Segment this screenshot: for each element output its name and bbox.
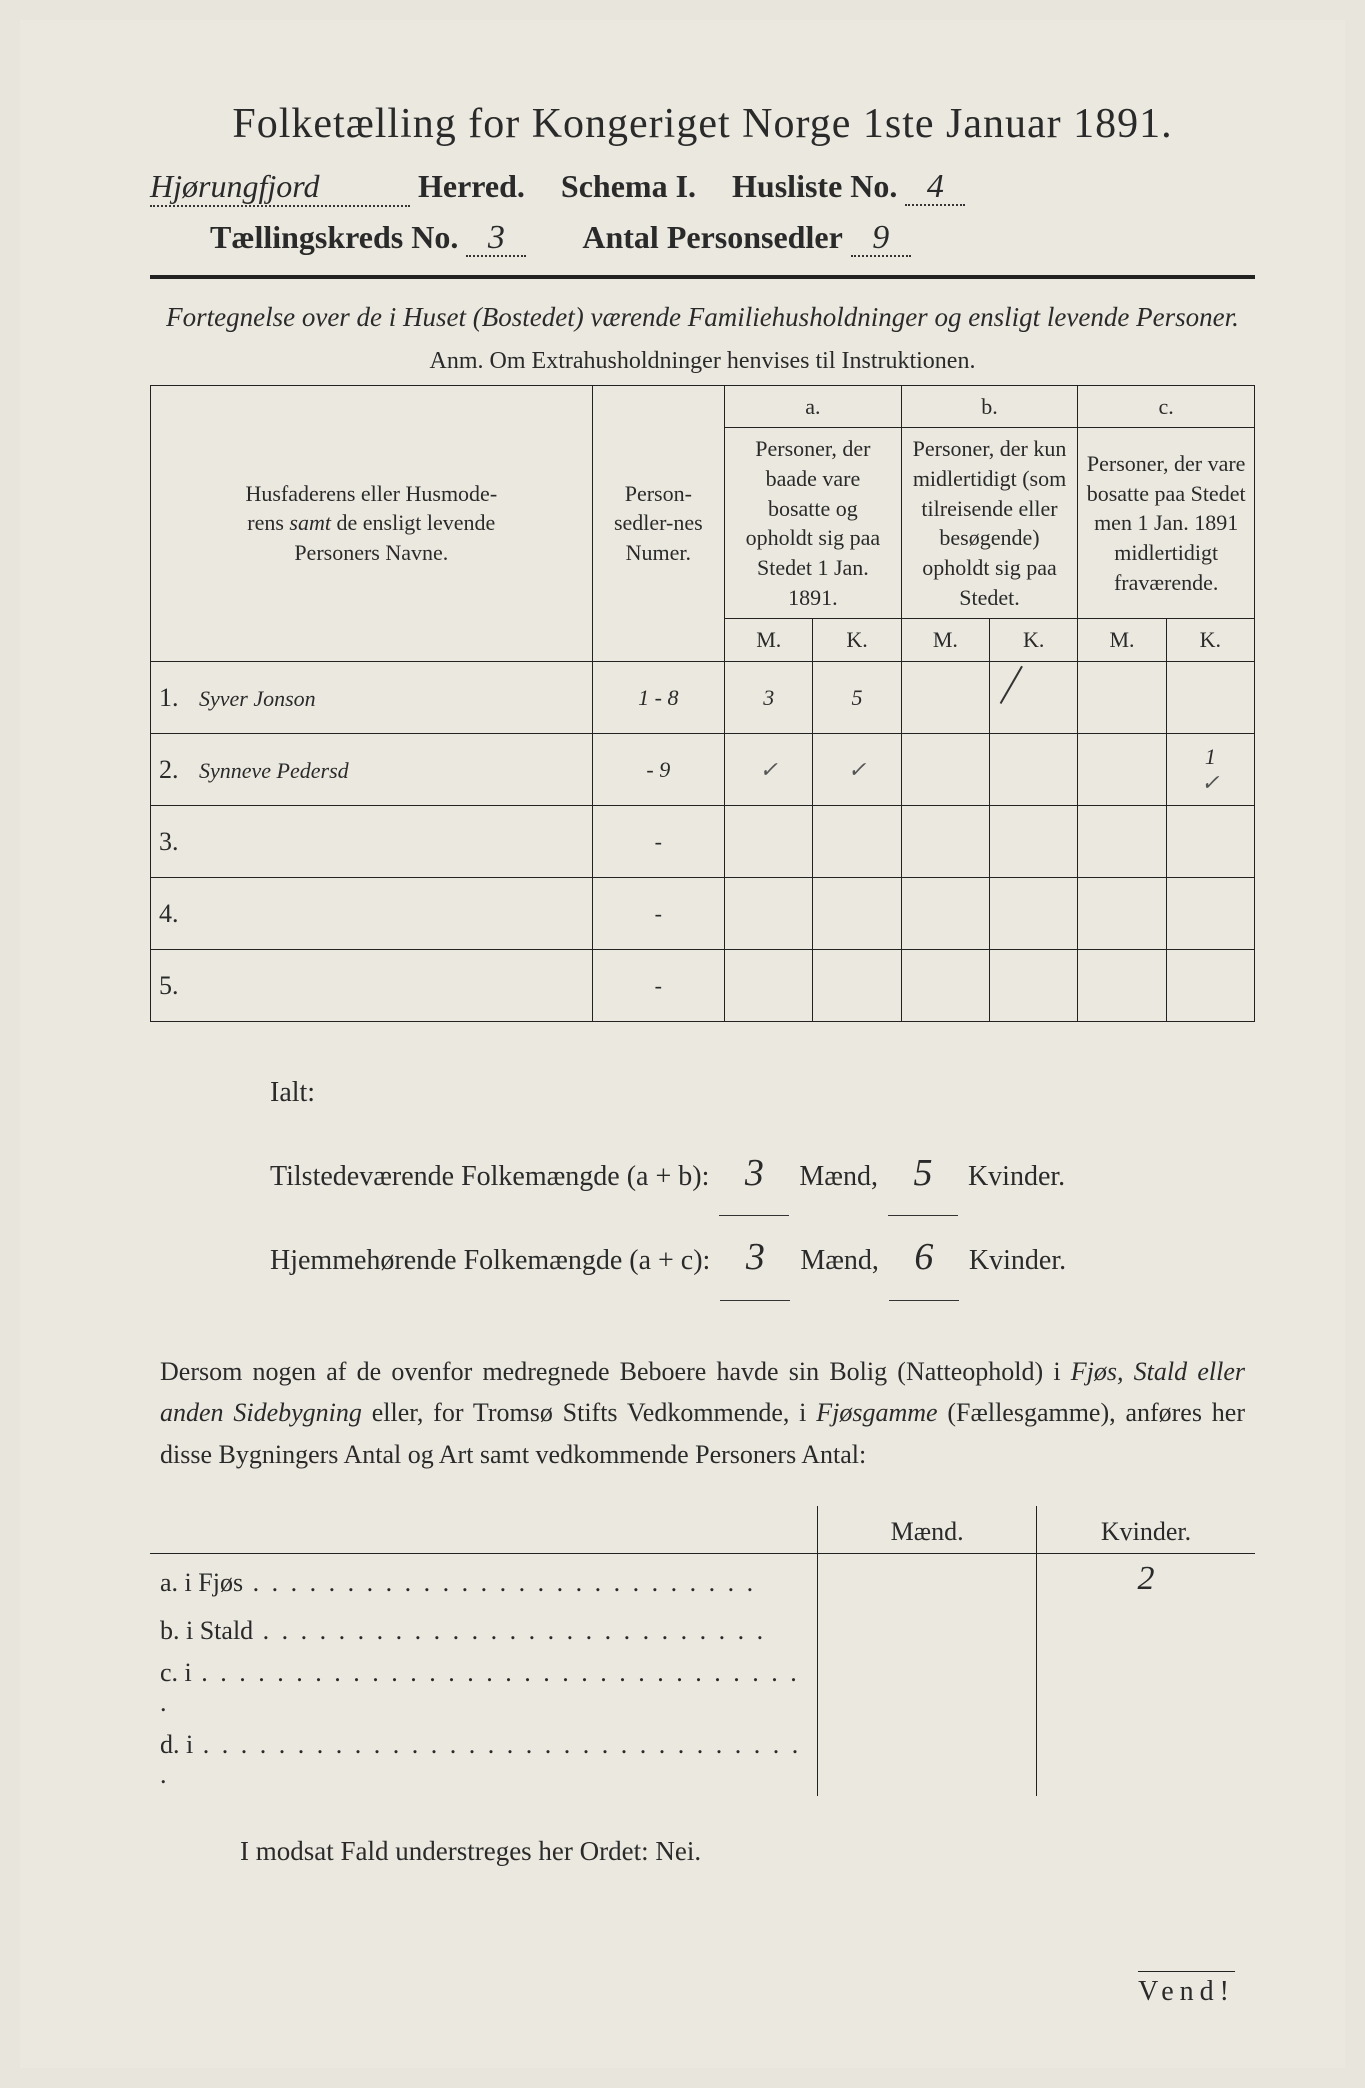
col-a-header: Personer, der baade vare bosatte og opho… (725, 428, 902, 619)
vend-label: Vend! (1138, 1971, 1235, 2008)
out-kvinder-header: Kvinder. (1036, 1506, 1255, 1554)
census-form-page: Folketælling for Kongeriget Norge 1ste J… (20, 20, 1345, 2068)
personsedler-label: Antal Personsedler (582, 219, 842, 256)
ialt-heading: Ialt: (270, 1062, 1255, 1124)
col-c-top: c. (1078, 385, 1255, 428)
outbuildings-table: Mænd. Kvinder. a. i Fjøs . . . . . . . .… (150, 1506, 1255, 1797)
herred-label: Herred. (418, 168, 525, 205)
table-row: 1.Syver Jonson 1 - 8 3 5 (151, 662, 1255, 734)
out-row: c. i . . . . . . . . . . . . . . . . . .… (150, 1652, 1255, 1724)
table-row: 5. - (151, 950, 1255, 1022)
out-row: b. i Stald . . . . . . . . . . . . . . .… (150, 1604, 1255, 1652)
table-row: 4. - (151, 878, 1255, 950)
col-a-top: a. (725, 385, 902, 428)
header-line-1: Hjørungfjord Herred. Schema I. Husliste … (150, 168, 1255, 207)
personsedler-no: 9 (851, 221, 911, 257)
col-a-m: M. (725, 619, 813, 662)
kreds-label: Tællingskreds No. (210, 219, 458, 256)
col-b-m: M. (901, 619, 989, 662)
table-row: 3. - (151, 806, 1255, 878)
anm-note: Anm. Om Extrahusholdninger henvises til … (150, 348, 1255, 375)
outbuilding-paragraph: Dersom nogen af de ovenfor medregnede Be… (150, 1351, 1255, 1476)
out-row: a. i Fjøs . . . . . . . . . . . . . . . … (150, 1554, 1255, 1605)
col-num-header: Person-sedler-nes Numer. (592, 385, 724, 662)
header-line-2: Tællingskreds No. 3 Antal Personsedler 9 (150, 219, 1255, 257)
husliste-no: 4 (905, 170, 965, 206)
col-a-k: K. (813, 619, 901, 662)
col-b-k: K. (990, 619, 1078, 662)
col-c-k: K. (1166, 619, 1254, 662)
rule (150, 275, 1255, 279)
totals-block: Ialt: Tilstedeværende Folkemængde (a + b… (150, 1062, 1255, 1301)
out-maend-header: Mænd. (818, 1506, 1037, 1554)
col-c-m: M. (1078, 619, 1166, 662)
col-b-top: b. (901, 385, 1078, 428)
subtitle: Fortegnelse over de i Huset (Bostedet) v… (150, 297, 1255, 338)
negation-line: I modsat Fald understreges her Ordet: Ne… (150, 1836, 1255, 1867)
herred-handwritten: Hjørungfjord (150, 168, 410, 207)
col-b-header: Personer, der kun midlertidigt (som tilr… (901, 428, 1078, 619)
household-table: Husfaderens eller Husmode-rens samt de e… (150, 385, 1255, 1023)
page-title: Folketælling for Kongeriget Norge 1ste J… (150, 100, 1255, 148)
totals-present: Tilstedeværende Folkemængde (a + b): 3 M… (270, 1132, 1255, 1217)
col-c-header: Personer, der vare bosatte paa Stedet me… (1078, 428, 1255, 619)
totals-resident: Hjemmehørende Folkemængde (a + c): 3 Mæn… (270, 1216, 1255, 1301)
schema-label: Schema I. (561, 168, 696, 205)
table-row: 2.Synneve Pedersd - 9 ✓ ✓ 1✓ (151, 734, 1255, 806)
kreds-no: 3 (466, 221, 526, 257)
husliste-label: Husliste No. (732, 168, 897, 205)
col-names-header: Husfaderens eller Husmode-rens samt de e… (151, 385, 593, 662)
out-row: d. i . . . . . . . . . . . . . . . . . .… (150, 1724, 1255, 1796)
